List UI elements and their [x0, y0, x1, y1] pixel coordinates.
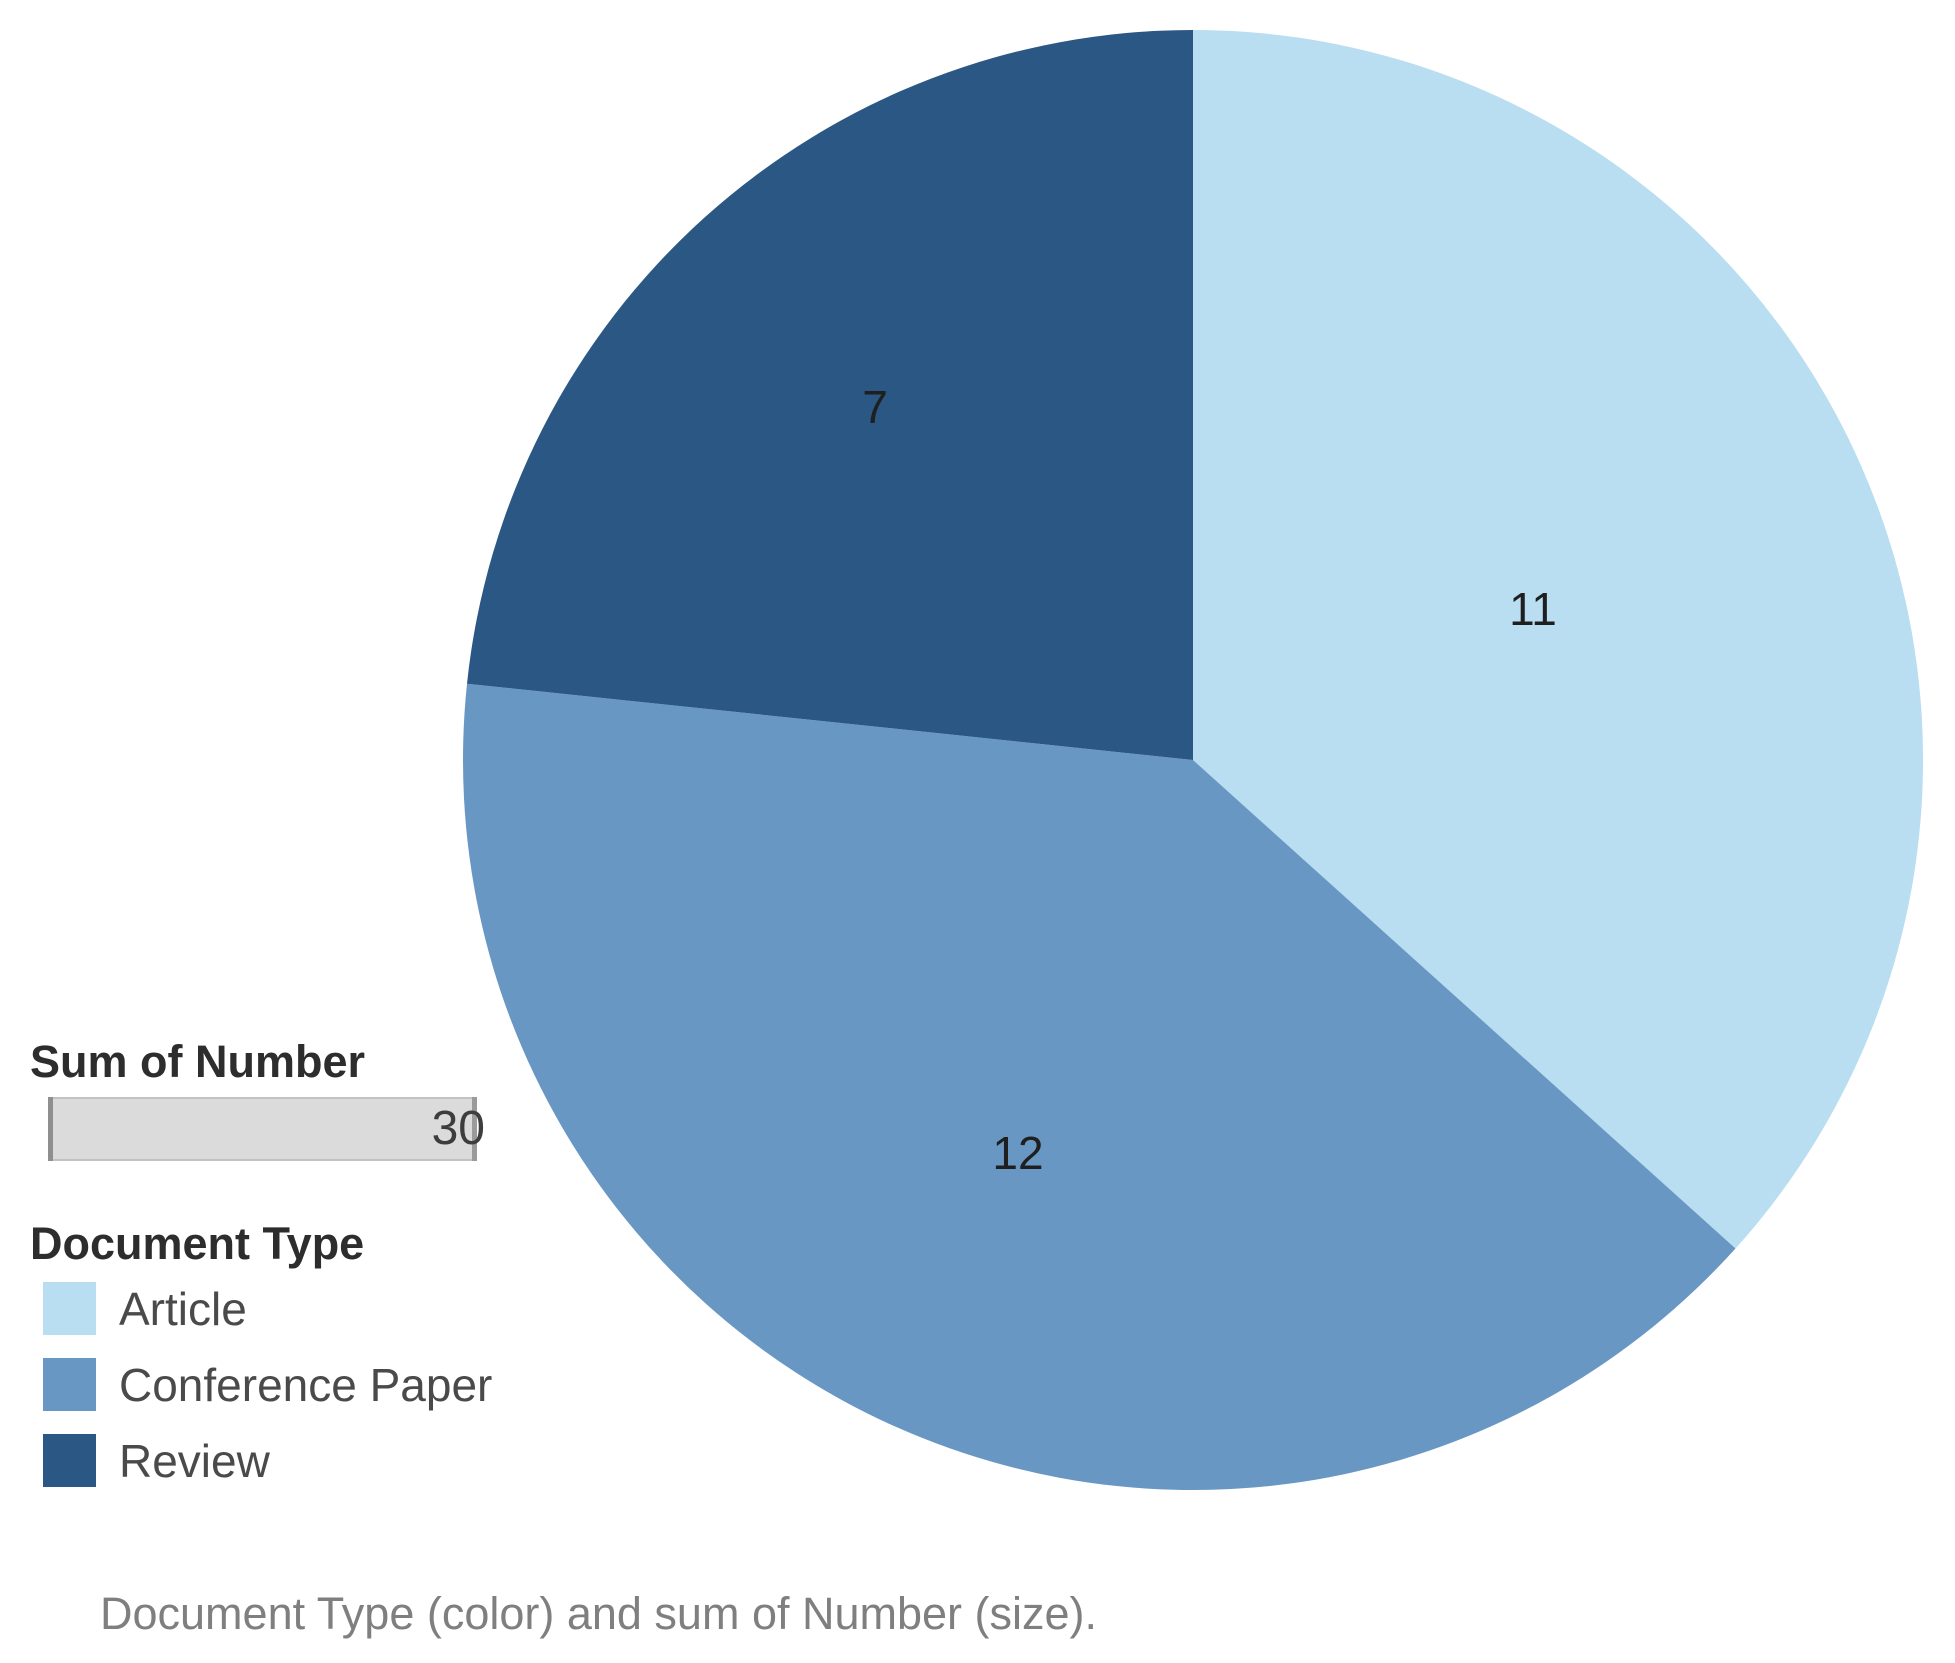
legend-label-conference-paper: Conference Paper	[119, 1358, 493, 1411]
pie-slice-value-review: 7	[862, 381, 888, 433]
pie-slice-review[interactable]	[467, 30, 1193, 760]
legend-item-conference-paper[interactable]: Conference Paper	[43, 1358, 492, 1411]
pie-slice-conference-paper[interactable]	[462, 683, 1736, 1491]
size-legend-bar-right-cap	[472, 1097, 477, 1161]
legend-swatch-conference-paper	[43, 1358, 96, 1411]
pie-slice-value-article: 11	[1509, 583, 1557, 635]
chart-caption: Document Type (color) and sum of Number …	[100, 1588, 1098, 1639]
size-legend-bar-left-cap	[48, 1097, 53, 1161]
legend-swatch-review	[43, 1434, 96, 1487]
pie-slice-article[interactable]	[1193, 30, 1924, 1249]
color-legend-title: Document Type	[30, 1218, 365, 1269]
size-legend-title: Sum of Number	[30, 1036, 366, 1087]
legend-item-review[interactable]: Review	[43, 1434, 492, 1487]
color-legend: Article Conference Paper Review	[43, 1282, 492, 1487]
pie-slice-value-conference-paper: 12	[992, 1127, 1043, 1179]
legend-label-article: Article	[119, 1282, 247, 1335]
legend-swatch-article	[43, 1282, 96, 1335]
legend-label-review: Review	[119, 1434, 270, 1487]
legend-item-article[interactable]: Article	[43, 1282, 492, 1335]
size-legend-bar: 30	[48, 1097, 485, 1161]
size-legend-max-value: 30	[431, 1102, 485, 1155]
